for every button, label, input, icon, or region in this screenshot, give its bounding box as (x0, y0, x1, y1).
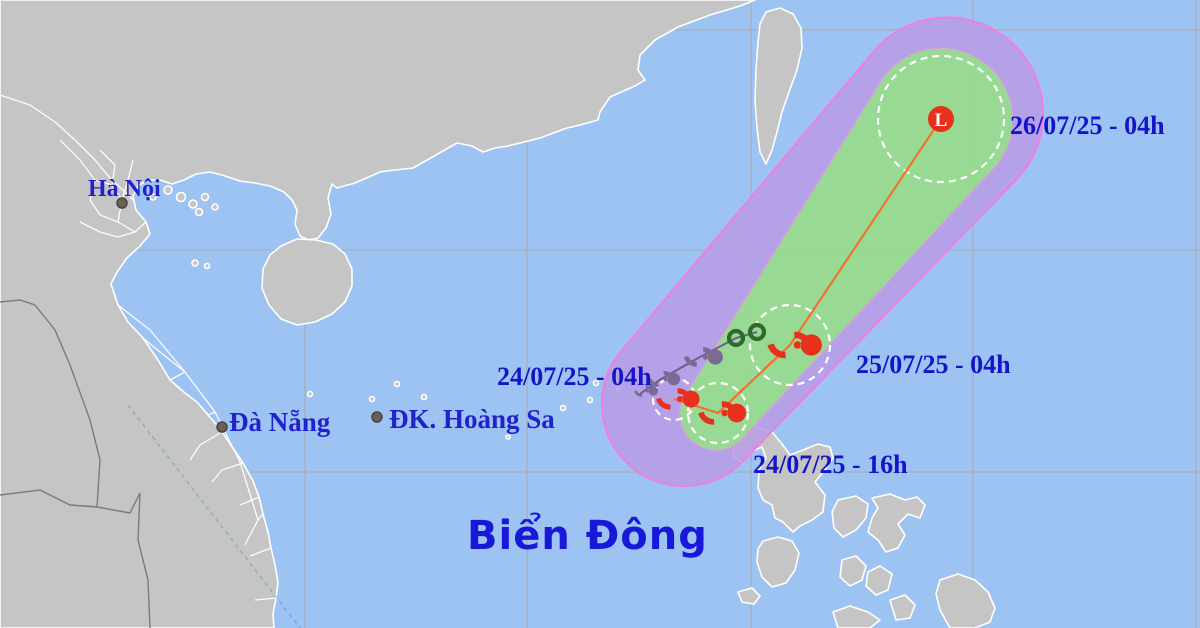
da-nang-dot (216, 421, 228, 433)
land-visayas-2 (867, 493, 926, 553)
land-luzon (732, 426, 834, 533)
land-hainan (261, 238, 353, 326)
landmasses (0, 0, 996, 628)
past-depression-icon (726, 328, 746, 348)
land-mindoro (756, 536, 800, 588)
label-hoang-sa: ĐK. Hoàng Sa (389, 404, 555, 434)
maritime-dashed-line (127, 404, 301, 628)
land-visayas-4 (865, 565, 893, 596)
label-bien-dong: Biển Đông (467, 513, 708, 559)
land-visayas-1 (831, 495, 869, 538)
land-visayas-5 (832, 605, 881, 628)
uncertainty-cone-inner (678, 47, 1014, 452)
city-markers (116, 197, 383, 433)
probability-circle-2 (748, 303, 832, 387)
land-mainland (0, 0, 756, 628)
land-taiwan (754, 7, 803, 165)
land-islet-west (737, 587, 761, 605)
low-pressure-icon (928, 106, 954, 132)
probability-circle-1 (686, 381, 750, 445)
hoang-sa-dot (371, 411, 383, 423)
probability-circle-3 (876, 54, 1006, 184)
label-da-nang: Đà Nẵng (229, 407, 331, 437)
ha-noi-dot (116, 197, 128, 209)
timestamp-26-07-04h: 26/07/25 - 04h (1010, 111, 1165, 140)
land-samar (935, 573, 996, 628)
land-tonkin-islands (149, 185, 219, 270)
national-borders (0, 299, 151, 628)
land-visayas-3 (839, 555, 867, 587)
past-depression-icon (747, 322, 767, 342)
storm-track-overlay (634, 54, 1006, 445)
timestamp-24-07-04h: 24/07/25 - 04h (497, 362, 652, 391)
land-visayas-6 (889, 594, 916, 621)
timestamp-24-07-16h: 24/07/25 - 16h (753, 450, 908, 479)
forecast-track-line (673, 118, 942, 415)
timestamp-25-07-04h: 25/07/25 - 04h (856, 350, 1011, 379)
label-ha-noi: Hà Nội (88, 176, 161, 202)
